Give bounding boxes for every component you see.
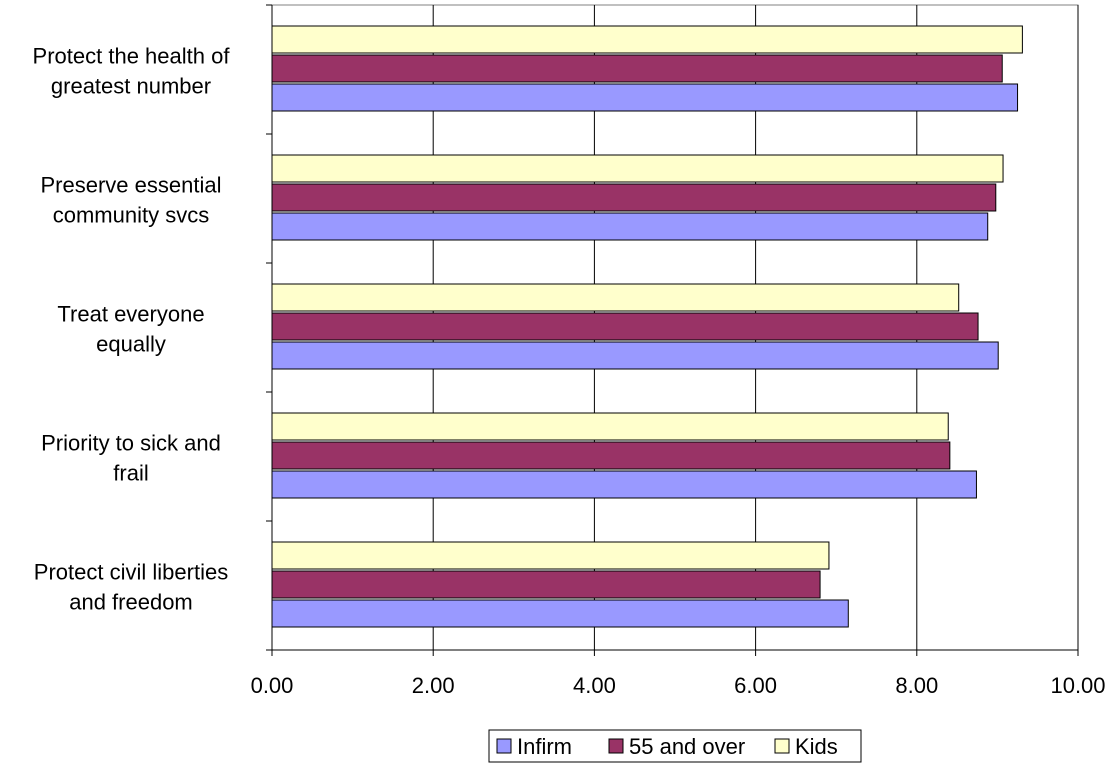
bar	[271, 25, 1023, 54]
category-label-line: community svcs	[53, 203, 209, 228]
x-tick-label: 6.00	[734, 673, 777, 698]
bar	[271, 570, 821, 599]
x-tick-labels: 0.00 2.00 4.00 6.00 8.00 10.00	[251, 673, 1106, 698]
bars	[271, 25, 1023, 628]
category-label-line: Preserve essential	[41, 173, 222, 198]
category-label: Protect civil liberties and freedom	[34, 560, 228, 615]
legend-label: Infirm	[517, 734, 572, 759]
bar	[271, 283, 960, 312]
category-label-line: Treat everyone	[57, 302, 204, 327]
category-label: Preserve essential community svcs	[41, 173, 222, 228]
bar	[271, 183, 997, 212]
bar	[271, 341, 999, 370]
category-label-line: Protect the health of	[33, 44, 231, 69]
legend-swatch	[496, 738, 512, 754]
x-tick-label: 10.00	[1050, 673, 1105, 698]
category-label: Priority to sick and frail	[41, 431, 221, 486]
category-label-line: equally	[96, 332, 166, 357]
bar	[271, 470, 977, 499]
category-label-line: and freedom	[69, 590, 193, 615]
x-tick-label: 8.00	[895, 673, 938, 698]
axes	[266, 4, 1079, 656]
bar	[271, 599, 849, 628]
bar	[271, 312, 979, 341]
category-label-line: frail	[113, 461, 148, 486]
bar	[271, 412, 949, 441]
bar	[271, 154, 1004, 183]
category-label: Treat everyone equally	[57, 302, 204, 357]
x-tick-label: 4.00	[573, 673, 616, 698]
bar	[271, 54, 1003, 83]
legend-swatch	[774, 738, 790, 754]
x-tick-label: 0.00	[251, 673, 294, 698]
legend-box	[488, 729, 862, 763]
bar	[271, 83, 1019, 112]
legend-label: Kids	[795, 734, 838, 759]
category-label-line: greatest number	[51, 74, 211, 99]
category-label: Protect the health of greatest number	[33, 44, 231, 99]
legend: Infirm 55 and over Kids	[488, 729, 862, 763]
bar	[271, 541, 830, 570]
bar	[271, 441, 951, 470]
category-label-line: Priority to sick and	[41, 431, 221, 456]
legend-label: 55 and over	[629, 734, 745, 759]
legend-swatch	[608, 738, 624, 754]
category-label-line: Protect civil liberties	[34, 560, 228, 585]
x-tick-label: 2.00	[412, 673, 455, 698]
category-labels: Protect the health of greatest number Pres…	[33, 44, 231, 615]
bar	[271, 212, 989, 241]
